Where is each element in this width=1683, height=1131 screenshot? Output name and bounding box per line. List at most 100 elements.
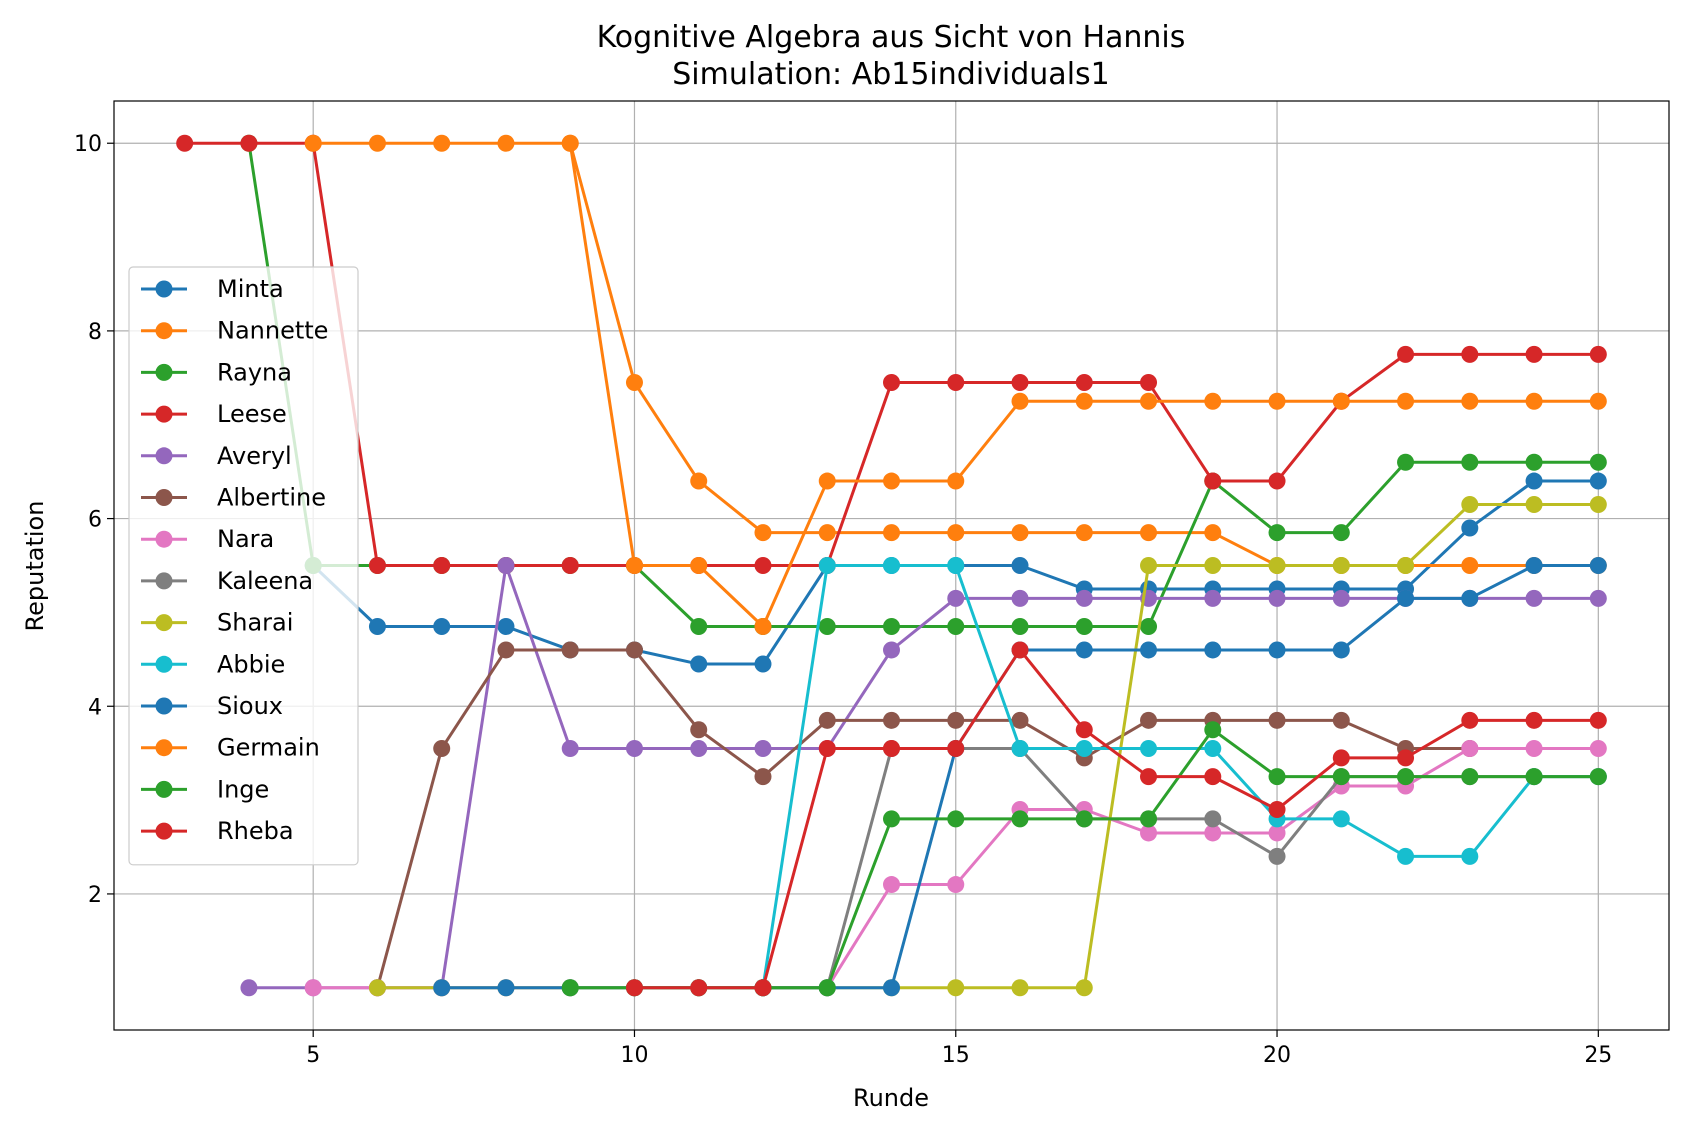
data-point-leese-21 [1525, 345, 1543, 363]
data-point-nannette-7 [1011, 524, 1029, 542]
data-point-inge-7 [1011, 810, 1029, 828]
data-point-minta-2 [433, 617, 451, 635]
data-point-abbie-1 [818, 557, 836, 574]
legend-swatch-marker-7 [155, 572, 173, 590]
data-point-sioux-13 [1268, 641, 1286, 659]
data-point-minta-1 [368, 617, 386, 635]
data-point-leese-9 [754, 557, 772, 574]
data-point-sharai-12 [1140, 557, 1158, 574]
data-point-averyl-6 [625, 739, 643, 757]
series-line-rheba [634, 648, 1599, 990]
data-point-abbie-11 [1461, 847, 1479, 865]
data-point-averyl-17 [1332, 589, 1350, 607]
data-point-sharai-9 [947, 979, 965, 997]
data-point-leese-1 [240, 134, 258, 152]
data-point-rheba-1 [690, 979, 708, 997]
data-point-nannette-2 [690, 472, 708, 490]
data-point-sioux-0 [433, 979, 451, 997]
data-point-albertine-14 [1268, 711, 1286, 729]
data-point-nara-10 [947, 876, 965, 894]
data-point-inge-0 [561, 979, 579, 997]
legend-swatch-marker-0 [155, 280, 173, 298]
data-point-sioux-11 [1140, 641, 1158, 659]
data-point-nannette-9 [1140, 524, 1158, 542]
data-point-sharai-16 [1397, 557, 1415, 574]
data-point-rheba-8 [1140, 768, 1158, 786]
data-point-albertine-12 [1140, 711, 1158, 729]
data-point-germain-15 [1268, 392, 1286, 410]
y-axis-label: Reputation [21, 501, 49, 632]
data-point-minta-3 [497, 617, 515, 635]
data-point-nara-20 [1589, 739, 1607, 757]
series-abbie [754, 557, 1607, 997]
data-point-albertine-3 [561, 641, 579, 659]
data-point-rheba-5 [947, 739, 965, 757]
x-tick-label-0: 5 [306, 1043, 320, 1068]
series-kaleena [754, 739, 1607, 997]
legend-item-minta: Minta [141, 275, 284, 303]
legend-label-13: Rheba [217, 817, 294, 845]
data-point-leese-3 [368, 557, 386, 574]
data-point-minta-19 [1525, 472, 1543, 490]
y-tick-label-1: 4 [88, 695, 102, 720]
data-point-germain-0 [304, 134, 322, 152]
data-point-albertine-9 [947, 711, 965, 729]
data-point-germain-12 [1075, 392, 1093, 410]
data-point-nannette-10 [1204, 524, 1222, 542]
data-point-rayna-12 [1011, 617, 1029, 635]
data-point-averyl-4 [497, 557, 515, 574]
data-point-germain-3 [497, 134, 515, 152]
data-point-inge-9 [1140, 810, 1158, 828]
x-axis-label: Runde [853, 1084, 929, 1112]
data-point-leese-12 [947, 374, 965, 392]
data-point-inge-4 [818, 979, 836, 997]
legend-item-averyl: Averyl [141, 442, 292, 470]
legend-label-5: Albertine [217, 484, 326, 512]
data-point-averyl-20 [1525, 589, 1543, 607]
data-point-leese-11 [883, 374, 900, 392]
legend-box [128, 266, 359, 866]
legend-item-albertine: Albertine [141, 484, 326, 512]
data-point-rayna-10 [883, 617, 900, 635]
data-point-germain-4 [561, 134, 579, 152]
data-point-averyl-13 [1075, 589, 1093, 607]
series-line-rayna [247, 143, 1599, 628]
data-point-nara-9 [883, 876, 900, 894]
data-point-sioux-14 [1332, 641, 1350, 659]
data-point-leese-14 [1075, 374, 1093, 392]
x-tick-label-2: 15 [942, 1043, 970, 1068]
data-point-sharai-0 [368, 979, 386, 997]
data-point-nara-18 [1461, 739, 1479, 757]
data-point-abbie-4 [1011, 739, 1029, 757]
data-point-rayna-21 [1589, 453, 1607, 471]
data-point-germain-11 [1011, 392, 1029, 410]
data-point-germain-19 [1525, 392, 1543, 410]
data-point-albertine-7 [818, 711, 836, 729]
data-point-albertine-8 [883, 711, 900, 729]
data-point-rayna-14 [1140, 617, 1158, 635]
legend-label-1: Nannette [217, 317, 328, 345]
data-point-sharai-15 [1332, 557, 1350, 574]
data-point-minta-11 [1011, 557, 1029, 574]
legend-swatch-marker-4 [155, 447, 173, 465]
legend-item-kaleena: Kaleena [141, 567, 313, 595]
data-point-inge-15 [1525, 768, 1543, 786]
y-tick-label-0: 2 [88, 883, 102, 908]
legend-swatch-marker-8 [155, 614, 173, 632]
legend-item-abbie: Abbie [141, 650, 285, 678]
legend-label-9: Abbie [217, 650, 285, 678]
data-point-rayna-16 [1268, 524, 1286, 542]
data-point-albertine-15 [1332, 711, 1350, 729]
y-tick-label-4: 10 [74, 132, 102, 157]
data-point-sharai-13 [1204, 557, 1222, 574]
data-point-abbie-5 [1075, 739, 1093, 757]
series-line-abbie [761, 564, 1599, 988]
data-point-rheba-7 [1075, 721, 1093, 739]
data-point-leese-15 [1140, 374, 1158, 392]
data-point-rheba-6 [1011, 641, 1029, 659]
data-point-averyl-5 [561, 739, 579, 757]
legend-swatch-marker-3 [155, 405, 173, 423]
data-point-rayna-20 [1525, 453, 1543, 471]
ticks: 5 10 15 20 25 2 4 6 8 10 [74, 132, 1612, 1068]
